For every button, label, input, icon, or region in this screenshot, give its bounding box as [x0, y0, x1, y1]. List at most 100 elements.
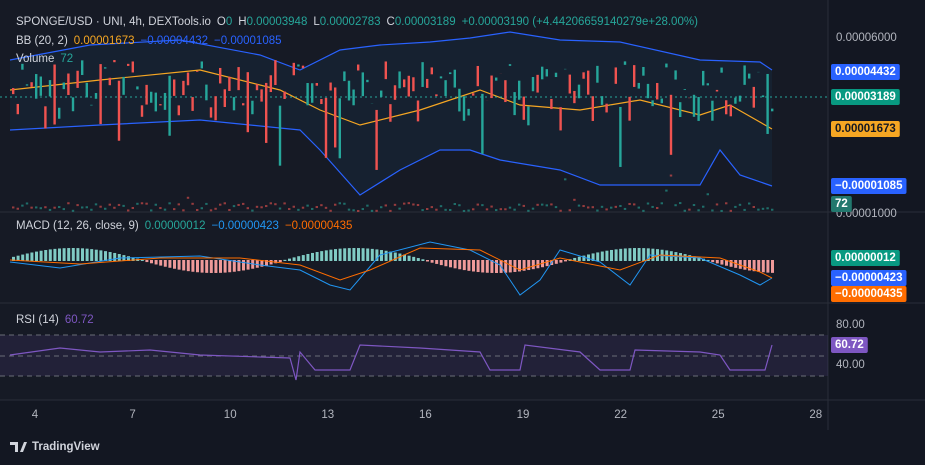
- volume-bar: [462, 209, 466, 212]
- candle: [766, 73, 769, 134]
- candle: [472, 93, 475, 96]
- macd-line: [9, 241, 773, 296]
- candle: [16, 103, 19, 115]
- volume-bar: [269, 202, 272, 205]
- volume-bar: [196, 208, 199, 211]
- candle: [725, 100, 728, 115]
- candle: [196, 71, 199, 72]
- legend-text: C: [387, 16, 395, 28]
- candle: [692, 94, 696, 117]
- macd-hist: [196, 260, 199, 273]
- candle: [490, 75, 493, 99]
- macd-hist: [449, 260, 452, 268]
- candle: [242, 103, 245, 106]
- volume-bar: [403, 202, 406, 205]
- volume-bar: [104, 207, 107, 210]
- volume-bar: [154, 203, 157, 206]
- volume-bar: [692, 204, 696, 207]
- candle: [403, 79, 406, 88]
- candle: [136, 86, 139, 90]
- volume-bar: [62, 208, 65, 211]
- macd-hist: [232, 260, 236, 272]
- volume-bar: [610, 206, 613, 209]
- legend-text: 0.00003189: [395, 16, 456, 28]
- plot-bg: [0, 0, 828, 400]
- volume-bar: [426, 207, 429, 210]
- price-badge-text: 0.00003189: [835, 91, 896, 103]
- macd-hist: [338, 248, 342, 261]
- volume-bar: [550, 203, 553, 206]
- legend-text: Volume: [16, 53, 54, 65]
- price-badge-text: 72: [835, 198, 848, 210]
- time-label: 16: [419, 409, 432, 421]
- candle: [315, 83, 318, 86]
- macd-hist: [94, 249, 98, 261]
- volume-bar: [596, 209, 599, 212]
- macd-hist: [283, 259, 287, 261]
- legend-text: MACD (12, 26, close, 9): [16, 220, 139, 232]
- macd-hist: [329, 249, 333, 261]
- volume-bar: [545, 204, 548, 207]
- macd-hist: [610, 249, 613, 261]
- candle: [467, 108, 470, 116]
- macd-hist: [554, 260, 558, 264]
- candle: [393, 85, 397, 100]
- candle: [697, 96, 700, 121]
- candle: [412, 77, 415, 92]
- candle: [228, 76, 231, 91]
- macd-hist: [430, 260, 434, 263]
- candle: [104, 67, 107, 69]
- macd-hist: [366, 248, 370, 261]
- volume-bar: [136, 202, 139, 205]
- macd-signal: [9, 247, 773, 281]
- macd-hist: [311, 252, 314, 261]
- volume-bar: [67, 202, 70, 205]
- legend-text: H: [238, 16, 246, 28]
- volume-bar: [522, 204, 525, 207]
- price-badge-text: 0.00000012: [835, 252, 896, 264]
- macd-hist: [260, 260, 264, 267]
- volume-bar: [329, 209, 332, 212]
- macd-hist: [39, 250, 43, 261]
- legend-text: 0.00000012: [145, 220, 206, 232]
- time-label: 13: [321, 409, 334, 421]
- macd-hist: [81, 248, 84, 261]
- candle: [531, 77, 535, 92]
- candle: [637, 82, 640, 89]
- volume-bar: [499, 208, 502, 211]
- volume-bar: [421, 209, 424, 212]
- volume-bar: [140, 202, 144, 205]
- time-label: 25: [712, 409, 725, 421]
- candle: [251, 100, 254, 115]
- candle: [320, 99, 323, 105]
- volume-bar: [232, 205, 236, 208]
- volume-bar: [541, 203, 544, 206]
- volume-bar: [453, 203, 456, 206]
- candle: [633, 65, 636, 87]
- candle: [99, 64, 102, 125]
- rsi-line: [9, 344, 773, 381]
- time-label: 4: [32, 409, 39, 421]
- macd-hist: [320, 251, 324, 261]
- candle: [669, 94, 673, 155]
- candle: [702, 70, 705, 86]
- candle: [591, 96, 594, 121]
- volume-bar: [748, 202, 751, 205]
- price-badge: [831, 337, 868, 353]
- candle: [140, 105, 144, 117]
- volume-bar: [688, 208, 691, 211]
- candle: [587, 70, 590, 95]
- candle: [269, 75, 272, 93]
- volume-bar: [697, 209, 700, 212]
- macd-hist: [163, 260, 167, 267]
- volume-bar: [559, 209, 562, 212]
- time-label: 7: [129, 409, 135, 421]
- volume-bar: [145, 202, 148, 205]
- macd-hist: [288, 258, 291, 261]
- candle: [439, 76, 443, 79]
- volume-bar: [536, 203, 539, 206]
- candle: [163, 92, 167, 110]
- volume-bar: [255, 205, 259, 208]
- macd-hist: [692, 256, 696, 261]
- volume-bar: [113, 206, 116, 209]
